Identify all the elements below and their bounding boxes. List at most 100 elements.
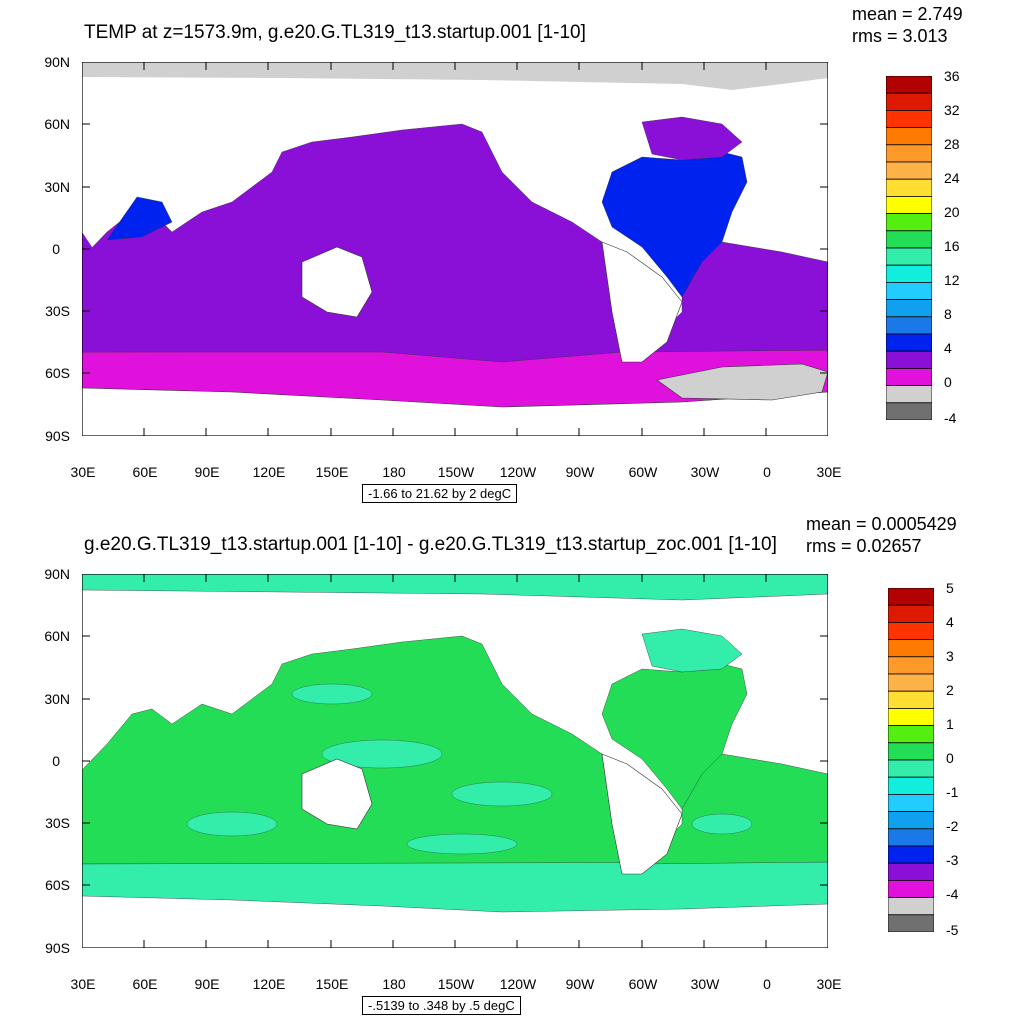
x-tick-label: 90W — [565, 976, 595, 992]
x-tick-label: 60W — [628, 464, 658, 480]
colorbar-label: 24 — [944, 170, 960, 186]
colorbar-swatch — [886, 196, 932, 215]
x-tick-label: 120W — [499, 464, 537, 480]
colorbar-swatch — [888, 725, 934, 744]
colorbar-swatch — [886, 213, 932, 232]
antarctica-ice — [656, 363, 828, 401]
nordic-seas — [641, 628, 743, 673]
colorbar-label: 4 — [946, 614, 954, 630]
colorbar-swatch — [888, 828, 934, 847]
colorbar-swatch — [888, 604, 934, 623]
y-tick-label: 90S — [45, 428, 70, 444]
colorbar-swatch — [886, 333, 932, 352]
pacific-indian-ocean — [82, 123, 623, 363]
x-tick-label: 0 — [763, 464, 771, 480]
colorbar-label: -4 — [946, 886, 959, 902]
colorbar-label: 32 — [944, 102, 960, 118]
colorbar-swatch — [886, 230, 932, 249]
y-tick-label: 30S — [45, 815, 70, 831]
y-tick-label: 0 — [52, 241, 60, 257]
colorbar-label: -3 — [946, 852, 959, 868]
colorbar-swatch — [886, 178, 932, 197]
colorbar-swatch — [886, 76, 932, 94]
y-tick-label: 60S — [45, 365, 70, 381]
colorbar-swatch — [888, 811, 934, 830]
contour-range-label: -.5139 to .348 by .5 degC — [362, 996, 521, 1015]
x-tick-label: 30E — [70, 976, 96, 992]
south-america — [601, 241, 683, 363]
colorbar-swatch — [886, 264, 932, 283]
panel-top: TEMP at z=1573.9m, g.e20.G.TL319_t13.sta… — [44, 4, 963, 503]
colorbar-label: 20 — [944, 204, 960, 220]
colorbar-label: 2 — [946, 682, 954, 698]
x-tick-label: 30E — [70, 464, 96, 480]
panel-bottom: g.e20.G.TL319_t13.startup.001 [1-10] - g… — [0, 512, 1024, 1024]
colorbar-swatch — [886, 316, 932, 335]
colorbar-swatch — [888, 639, 934, 658]
x-tick-label: 180 — [382, 976, 406, 992]
colorbar-swatch — [888, 656, 934, 675]
colorbar-swatch — [888, 673, 934, 692]
colorbar-swatch — [888, 879, 934, 898]
colorbar-swatch — [888, 588, 934, 606]
x-tick-label: 30W — [690, 976, 720, 992]
colorbar-swatch — [888, 914, 934, 932]
colorbar-swatch — [886, 161, 932, 180]
colorbar-label: 8 — [944, 306, 952, 322]
x-tick-label: 60E — [132, 976, 158, 992]
colorbar-label: -1 — [946, 784, 959, 800]
x-tick-label: 150E — [315, 464, 349, 480]
map-plot — [82, 574, 828, 948]
colorbar-swatch — [888, 622, 934, 641]
rms-stat: rms = 3.013 — [852, 26, 948, 46]
y-tick-label: 60S — [45, 877, 70, 893]
plot-title: g.e20.G.TL319_t13.startup.001 [1-10] - g… — [84, 534, 777, 555]
y-tick-label: 30S — [45, 303, 70, 319]
contour-range-label: -1.66 to 21.62 by 2 degC — [362, 484, 518, 503]
colorbar-label: 4 — [944, 340, 952, 356]
colorbar-swatch — [888, 690, 934, 709]
x-tick-label: 90E — [194, 976, 220, 992]
colorbar-swatch — [888, 897, 934, 916]
map-plot — [82, 62, 828, 436]
colorbar-swatch — [888, 759, 934, 778]
x-tick-label: 120W — [499, 976, 537, 992]
colorbar-label: 0 — [946, 750, 954, 766]
x-tick-label: 0 — [763, 976, 771, 992]
x-tick-label: 60E — [132, 464, 158, 480]
rms-stat: rms = 0.02657 — [806, 536, 922, 556]
colorbar-swatch — [886, 110, 932, 129]
x-tick-label: 30E — [816, 464, 842, 480]
africa — [82, 232, 132, 352]
x-tick-label: 30W — [690, 464, 720, 480]
colorbar-swatch — [888, 862, 934, 881]
y-tick-label: 90N — [44, 54, 70, 70]
x-tick-label: 120E — [252, 464, 286, 480]
y-tick-label: 60N — [44, 628, 70, 644]
mean-stat: mean = 0.0005429 — [806, 514, 957, 534]
x-tick-label: 60W — [628, 976, 658, 992]
colorbar-swatch — [888, 776, 934, 795]
southern-ocean — [82, 349, 828, 408]
australia — [301, 758, 373, 830]
colorbar-label: -2 — [946, 818, 959, 834]
x-tick-label: 150W — [437, 464, 475, 480]
x-tick-label: 150E — [315, 976, 349, 992]
colorbar-swatch — [888, 793, 934, 812]
x-tick-label: 90W — [565, 464, 595, 480]
colorbar-swatch — [886, 385, 932, 404]
colorbar-label: -4 — [944, 410, 957, 426]
colorbar-label: 0 — [944, 374, 952, 390]
colorbar-swatch — [888, 708, 934, 727]
y-tick-label: 0 — [52, 753, 60, 769]
nordic-seas — [641, 116, 743, 161]
colorbar-label: 5 — [946, 580, 954, 596]
colorbar-swatch — [886, 127, 932, 146]
colorbar-swatch — [886, 299, 932, 318]
australia — [301, 246, 373, 318]
x-tick-label: 120E — [252, 976, 286, 992]
y-tick-label: 90N — [44, 566, 70, 582]
colorbar-label: 16 — [944, 238, 960, 254]
south-america — [601, 753, 683, 875]
y-tick-label: 30N — [44, 179, 70, 195]
